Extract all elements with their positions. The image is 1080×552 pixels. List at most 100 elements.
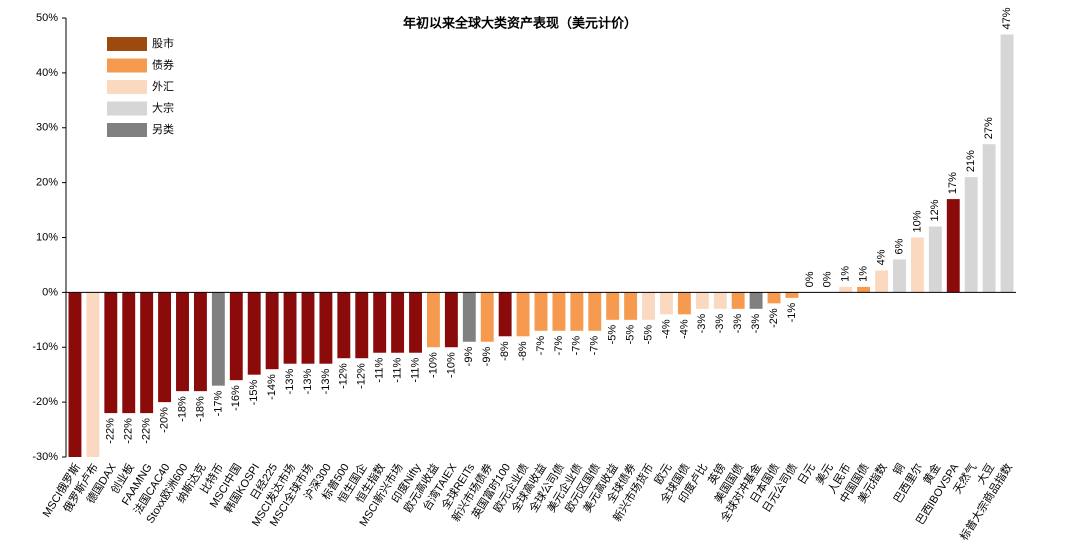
value-label: -17% [212,390,224,416]
bar [68,292,82,457]
bar [176,292,189,392]
legend-label: 大宗 [152,100,174,114]
bar [122,292,136,414]
value-label: 0% [822,271,834,287]
bar [104,292,118,414]
bar [211,292,225,386]
bar [427,292,440,348]
value-label: 10% [911,210,923,232]
value-label: 27% [983,117,995,139]
y-tick-label: 20% [36,177,58,189]
legend-label: 债券 [152,57,174,71]
bar [337,292,351,359]
bar [642,292,655,320]
bar [982,144,996,293]
bar [606,292,620,320]
value-label: -3% [732,314,744,334]
y-tick-label: -30% [32,451,58,463]
value-label: -7% [589,336,601,356]
value-label: -4% [660,319,672,339]
value-label: -13% [320,369,332,395]
bar [409,292,422,353]
value-label: -20% [158,407,170,433]
bar [444,292,458,348]
bar [910,237,924,293]
bar [695,292,709,309]
value-label: -15% [248,379,260,405]
value-label: -1% [786,303,798,323]
bar [552,292,566,331]
y-tick-label: 50% [36,12,58,24]
y-tick-label: -20% [32,396,58,408]
bar [928,226,942,293]
value-label: 47% [1001,7,1013,29]
bar [193,292,207,392]
value-label: -4% [678,319,690,339]
value-label: -8% [499,341,511,361]
y-tick-label: 40% [36,67,58,79]
bar [660,292,673,315]
bar [301,292,315,364]
value-label: -16% [230,385,242,411]
value-label: -11% [392,358,404,383]
bar [355,292,369,359]
x-tick-label: 铜 [890,461,908,478]
value-label: -12% [338,363,350,389]
value-label: 6% [893,238,905,254]
value-label: -13% [284,369,296,395]
bar [964,177,978,293]
bar [516,292,530,337]
y-tick-label: -10% [32,341,58,353]
y-tick-label: 0% [42,286,58,298]
legend-swatch [107,101,147,116]
value-label: 17% [947,172,959,194]
bar [1000,34,1014,293]
bar [462,292,476,342]
value-label: -7% [571,336,583,356]
bar [480,292,494,342]
value-label: -13% [302,369,314,395]
bar [857,286,871,293]
bar [677,292,691,315]
bar [731,292,745,309]
bar [839,286,853,293]
value-label: -18% [176,396,188,422]
value-label: -9% [463,347,475,367]
value-label: -22% [141,418,153,444]
bar [713,292,727,309]
value-label: 1% [840,266,852,282]
value-label: -22% [123,418,135,444]
bar [373,292,387,353]
bar [391,292,405,353]
bar [624,292,638,320]
x-tick-label: 日元 [796,462,818,487]
value-label: -3% [714,314,726,334]
bar [946,199,960,293]
value-label: 4% [875,249,887,265]
bar [875,270,889,293]
bar [283,292,297,364]
y-tick-label: 10% [36,231,58,243]
value-label: -7% [553,336,565,356]
bar [893,259,906,293]
value-label: -22% [105,418,117,444]
legend-swatch [107,58,147,73]
legend-swatch [107,123,147,137]
chart-title: 年初以来全球大类资产表现（美元计价） [403,15,637,30]
value-label: -10% [427,352,439,378]
legend-label: 另类 [152,122,174,136]
bar [588,292,602,331]
value-label: -14% [266,374,278,400]
legend-label: 外汇 [152,80,174,93]
value-label: -5% [625,325,637,345]
legend-swatch [107,80,147,94]
value-label: -11% [409,358,421,383]
bar [265,292,279,370]
value-label: 1% [858,266,870,282]
value-label: -2% [768,308,780,328]
bar [319,292,333,364]
bar [140,292,154,414]
value-label: -9% [481,347,493,367]
legend-label: 股市 [152,36,174,50]
